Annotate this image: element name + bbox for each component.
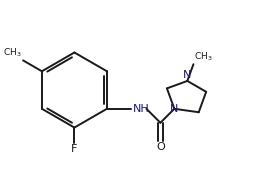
- Text: O: O: [156, 142, 165, 152]
- Text: CH$_3$: CH$_3$: [194, 51, 213, 63]
- Text: N: N: [183, 70, 191, 80]
- Text: N: N: [170, 104, 179, 114]
- Text: NH: NH: [133, 104, 149, 114]
- Text: CH$_3$: CH$_3$: [3, 47, 22, 59]
- Text: F: F: [71, 144, 78, 154]
